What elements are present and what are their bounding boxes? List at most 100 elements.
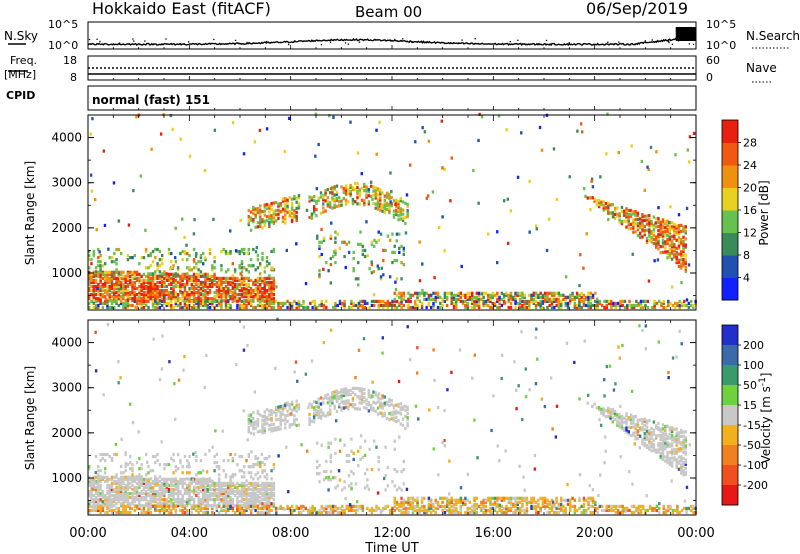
data-cell bbox=[167, 291, 171, 295]
data-cell bbox=[284, 196, 287, 201]
data-cell bbox=[172, 295, 175, 299]
data-cell bbox=[176, 504, 180, 508]
data-cell bbox=[338, 200, 341, 204]
data-cell bbox=[502, 199, 506, 203]
data-cell bbox=[183, 305, 187, 310]
data-cell bbox=[270, 487, 273, 492]
data-cell bbox=[103, 270, 107, 274]
data-cell bbox=[379, 277, 383, 281]
data-cell bbox=[110, 274, 114, 278]
data-cell bbox=[360, 198, 364, 202]
data-cell bbox=[365, 189, 368, 193]
data-cell bbox=[272, 219, 276, 223]
data-cell bbox=[135, 461, 139, 465]
data-cell bbox=[455, 299, 458, 304]
data-cell bbox=[274, 508, 278, 513]
data-cell bbox=[167, 483, 171, 488]
data-cell bbox=[333, 193, 336, 197]
data-cell bbox=[603, 508, 606, 513]
data-cell bbox=[343, 240, 346, 244]
data-cell bbox=[315, 214, 318, 218]
data-cell bbox=[575, 293, 579, 297]
data-cell bbox=[537, 303, 540, 307]
data-cell bbox=[243, 493, 246, 498]
data-cell bbox=[195, 301, 198, 306]
data-cell bbox=[587, 506, 590, 511]
data-cell bbox=[335, 393, 339, 397]
data-cell bbox=[295, 305, 298, 310]
data-cell bbox=[315, 207, 318, 212]
data-cell bbox=[140, 286, 143, 291]
data-cell bbox=[610, 299, 613, 304]
data-cell bbox=[377, 238, 380, 242]
data-cell bbox=[151, 305, 155, 310]
data-cell bbox=[653, 305, 656, 310]
data-cell bbox=[482, 498, 485, 502]
data-cell bbox=[160, 280, 164, 285]
data-cell bbox=[381, 191, 384, 195]
data-cell bbox=[222, 487, 225, 492]
data-cell bbox=[654, 237, 658, 241]
data-cell bbox=[411, 506, 415, 511]
data-cell bbox=[607, 203, 610, 207]
data-cell bbox=[252, 299, 255, 304]
data-cell bbox=[183, 286, 187, 291]
data-cell bbox=[423, 510, 426, 515]
data-cell bbox=[464, 295, 467, 299]
data-cell bbox=[310, 214, 314, 218]
data-cell bbox=[163, 299, 166, 304]
data-cell bbox=[106, 303, 109, 308]
data-cell bbox=[90, 504, 93, 509]
data-cell bbox=[477, 201, 480, 205]
data-cell bbox=[602, 200, 605, 204]
data-cell bbox=[181, 217, 184, 221]
data-cell bbox=[101, 301, 105, 306]
data-cell bbox=[445, 504, 449, 509]
data-cell bbox=[227, 493, 230, 498]
data-cell bbox=[668, 225, 672, 229]
data-cell bbox=[284, 422, 287, 426]
data-cell bbox=[263, 502, 266, 506]
data-cell bbox=[395, 232, 399, 236]
data-cell bbox=[639, 235, 642, 239]
data-cell bbox=[90, 284, 93, 289]
data-cell bbox=[318, 510, 321, 515]
data-cell bbox=[213, 461, 216, 465]
data-cell bbox=[186, 510, 189, 515]
data-cell bbox=[227, 288, 230, 293]
data-cell bbox=[331, 196, 334, 200]
data-cell bbox=[616, 206, 619, 210]
data-cell bbox=[197, 502, 200, 506]
data-cell bbox=[382, 248, 385, 252]
data-cell bbox=[117, 276, 121, 280]
data-cell bbox=[208, 477, 212, 481]
colorbar-segment bbox=[722, 165, 738, 188]
data-cell bbox=[578, 496, 581, 500]
data-cell bbox=[124, 276, 127, 280]
data-cell bbox=[370, 271, 374, 275]
data-cell bbox=[399, 207, 402, 211]
data-cell bbox=[252, 420, 255, 425]
data-cell bbox=[217, 280, 221, 285]
data-cell bbox=[605, 303, 608, 308]
data-cell bbox=[110, 481, 114, 485]
data-cell bbox=[199, 293, 203, 297]
data-cell bbox=[252, 506, 255, 511]
data-cell bbox=[268, 210, 271, 214]
data-cell bbox=[338, 204, 341, 208]
data-cell bbox=[115, 262, 118, 266]
data-cell bbox=[573, 301, 577, 306]
data-cell bbox=[472, 168, 475, 173]
data-cell bbox=[165, 272, 168, 276]
data-cell bbox=[573, 498, 577, 502]
data-cell bbox=[439, 496, 442, 500]
data-cell bbox=[126, 278, 130, 283]
data-cell bbox=[197, 479, 200, 483]
data-cell bbox=[340, 199, 343, 203]
data-cell bbox=[170, 276, 173, 280]
data-cell bbox=[496, 504, 499, 509]
data-cell bbox=[110, 282, 114, 287]
data-cell bbox=[92, 280, 95, 285]
data-cell bbox=[195, 274, 198, 278]
data-cell bbox=[525, 508, 529, 513]
